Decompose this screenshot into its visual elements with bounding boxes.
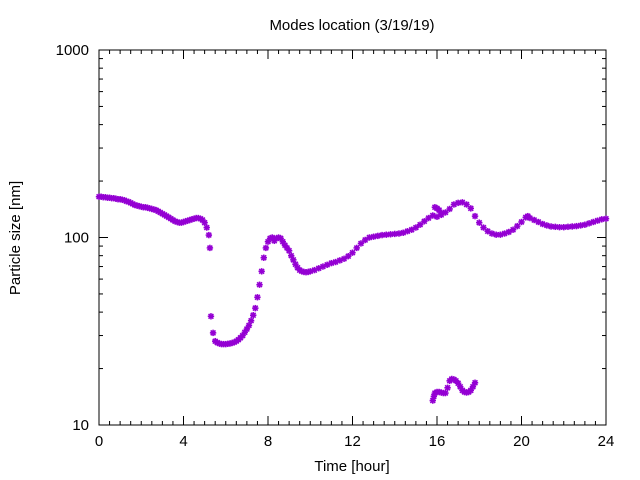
- data-point: [463, 201, 470, 208]
- x-tick-label: 12: [344, 433, 361, 450]
- data-point: [254, 294, 261, 301]
- data-point: [361, 236, 369, 244]
- data-point: [207, 313, 215, 320]
- data-point: [374, 232, 382, 240]
- data-point: [471, 212, 479, 220]
- data-point: [446, 205, 453, 213]
- data-point: [518, 218, 525, 226]
- data-point: [256, 281, 263, 288]
- data-point: [203, 224, 210, 231]
- data-point: [345, 252, 352, 260]
- data-point: [425, 214, 432, 222]
- data-point: [209, 329, 217, 337]
- data-point: [471, 379, 479, 386]
- data-point: [247, 317, 255, 324]
- x-tick-label: 4: [179, 433, 187, 450]
- data-point: [480, 224, 487, 231]
- data-point: [560, 223, 567, 231]
- data-point: [206, 244, 214, 252]
- data-point: [353, 244, 360, 252]
- data-point: [395, 230, 403, 237]
- data-point: [201, 219, 208, 226]
- data-point: [467, 205, 474, 212]
- plot-frame: [98, 49, 607, 426]
- x-tick-label: 24: [598, 433, 615, 450]
- y-tick-label: 10: [72, 417, 89, 434]
- x-tick-label: 16: [429, 433, 446, 450]
- data-point: [442, 389, 449, 397]
- data-point: [602, 215, 610, 222]
- data-point: [444, 384, 451, 391]
- axis-ticks: [98, 49, 607, 426]
- data-point: [514, 222, 521, 230]
- data-point: [476, 219, 483, 226]
- data-point: [416, 221, 424, 228]
- data-point: [429, 397, 436, 404]
- x-tick-label: 20: [513, 433, 530, 450]
- x-tick-label: 0: [95, 433, 103, 450]
- data-point: [252, 304, 259, 312]
- data-point: [378, 231, 386, 239]
- y-axis-label: Particle size [nm]: [7, 181, 24, 295]
- data-point: [262, 244, 270, 252]
- data-point: [205, 231, 213, 239]
- data-point: [258, 268, 265, 275]
- x-axis-label: Time [hour]: [314, 458, 389, 475]
- data-point: [285, 247, 293, 254]
- chart-title: Modes location (3/19/19): [269, 17, 434, 34]
- axis-tick-labels: 0 4 8 12 16 20 24 10 100 1000: [56, 42, 615, 450]
- data-point: [260, 254, 267, 261]
- x-tick-label: 8: [264, 433, 272, 450]
- data-point: [412, 224, 420, 231]
- data-point: [349, 249, 356, 256]
- y-tick-label: 1000: [56, 42, 89, 59]
- data-point: [250, 312, 257, 319]
- data-point: [438, 209, 445, 217]
- data-points: [95, 193, 610, 404]
- y-tick-label: 100: [64, 230, 89, 247]
